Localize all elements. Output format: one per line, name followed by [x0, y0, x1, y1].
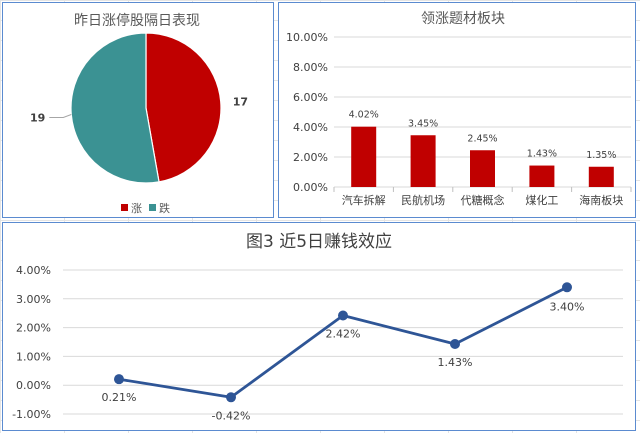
bar-y-tick-label: 4.00% [293, 121, 328, 134]
bar-y-tick-label: 10.00% [286, 31, 328, 44]
pie-leader-line [49, 114, 72, 118]
bar-x-tick-label: 煤化工 [525, 193, 558, 207]
bar-x-tick-label: 代糖概念 [461, 193, 505, 207]
bar-data-label: 1.43% [527, 149, 557, 160]
pie-slice-1 [145, 32, 222, 183]
line-point-3 [338, 310, 348, 321]
bar-x-tick-label: 民航机场 [401, 193, 445, 207]
line-point-1 [114, 374, 124, 385]
bar-x-tick-label: 汽车拆解 [342, 193, 386, 207]
bar-chart-title: 领涨题材板块 [421, 11, 505, 27]
bar-5 [588, 166, 614, 187]
line-y-tick-label: 2.00% [16, 322, 51, 335]
line-chart: 图3 近5日赚钱效应 -1.00% 0.00% 1.00% 2.00% 3.00% 4.0… [12, 232, 623, 422]
line-data-label: 0.21% [102, 391, 137, 404]
pie-slice-2 [70, 32, 160, 184]
pie-data-label: 19 [30, 112, 45, 125]
line-data-label: 2.42% [326, 328, 361, 341]
bar-2 [410, 135, 436, 187]
line-y-tick-label: -1.00% [12, 408, 51, 421]
bar-chart: 领涨题材板块 0.00% 2.00% 4.00% 6.00% 8.00% 10.00% 4… [286, 11, 632, 207]
line-chart-title: 图3 近5日赚钱效应 [246, 232, 392, 252]
pie-legend-label: 涨 [131, 202, 142, 215]
line-data-label: -0.42% [212, 409, 251, 422]
pie-legend-swatch [149, 204, 156, 211]
bar-x-tick-label: 海南板块 [579, 193, 623, 207]
line-data-label: 1.43% [438, 356, 473, 369]
bar-y-tick-label: 8.00% [293, 61, 328, 74]
line-point-5 [562, 282, 572, 293]
pie-legend-label: 跌 [159, 201, 170, 215]
bar-data-label: 2.45% [467, 133, 497, 144]
bar-4 [529, 165, 555, 187]
pie-legend-swatch [121, 204, 128, 211]
line-y-tick-label: 1.00% [16, 350, 51, 363]
bar-data-label: 4.02% [349, 110, 379, 121]
bar-data-label: 1.35% [586, 150, 616, 161]
line-point-2 [226, 392, 236, 403]
line-series-path [118, 286, 568, 399]
bar-3 [470, 150, 495, 187]
line-y-tick-label: 4.00% [16, 264, 51, 277]
bar-1 [351, 126, 377, 187]
pie-chart-panel[interactable]: 昨日涨停股隔日表现 17 19 涨 跌 [2, 2, 274, 218]
bar-data-label: 3.45% [408, 118, 438, 129]
pie-data-label: 17 [233, 95, 248, 108]
bar-y-tick-label: 2.00% [293, 151, 328, 164]
line-y-tick-label: 3.00% [16, 293, 51, 306]
line-point-4 [450, 339, 460, 350]
bar-y-tick-label: 6.00% [293, 91, 328, 104]
pie-chart-title: 昨日涨停股隔日表现 [74, 12, 200, 29]
pie-chart: 昨日涨停股隔日表现 17 19 涨 跌 [30, 12, 248, 215]
line-data-label: 3.40% [550, 300, 585, 313]
bar-chart-panel[interactable]: 领涨题材板块 0.00% 2.00% 4.00% 6.00% 8.00% 10.00% 4… [278, 2, 636, 218]
line-chart-panel[interactable]: 图3 近5日赚钱效应 -1.00% 0.00% 1.00% 2.00% 3.00% 4.0… [2, 222, 636, 431]
line-y-tick-label: 0.00% [16, 379, 51, 392]
bar-y-tick-label: 0.00% [293, 181, 328, 194]
